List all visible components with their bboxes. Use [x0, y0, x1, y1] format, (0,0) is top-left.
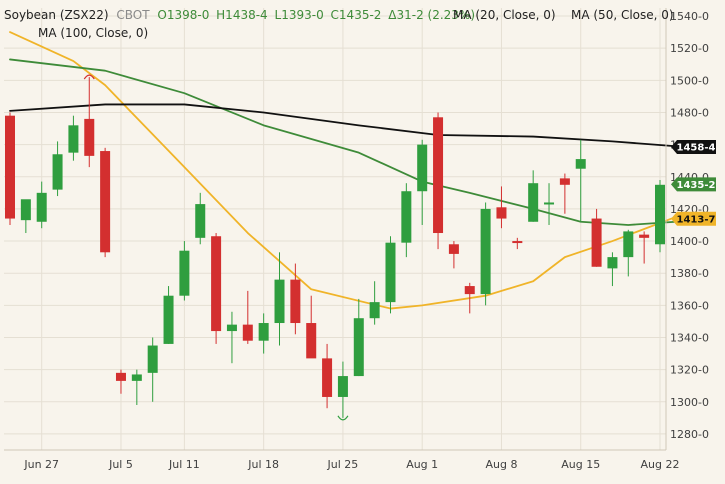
candle-body[interactable]	[195, 204, 206, 238]
y-tick-label: 1500-0	[670, 74, 709, 87]
x-tick-label: Jul 5	[108, 458, 133, 471]
price-tag-label: 1435-2	[677, 180, 716, 191]
candle-layer	[5, 77, 665, 418]
open-value: O1398-0	[157, 8, 209, 22]
candle-body[interactable]	[52, 154, 63, 190]
candle-body[interactable]	[448, 244, 459, 254]
candle-body[interactable]	[385, 242, 396, 303]
y-tick-label: 1300-0	[670, 396, 709, 409]
candle-body[interactable]	[306, 323, 317, 359]
candle-body[interactable]	[417, 144, 428, 192]
candle-body[interactable]	[163, 295, 174, 344]
candle-body[interactable]	[5, 115, 15, 219]
candle-body[interactable]	[623, 231, 634, 258]
x-tick-label: Aug 15	[561, 458, 600, 471]
x-tick-label: Aug 22	[641, 458, 680, 471]
candle-body[interactable]	[131, 374, 142, 381]
symbol-label: Soybean (ZSX22)	[4, 8, 109, 22]
ma20-label: MA (20, Close, 0)	[453, 8, 556, 22]
candle-body[interactable]	[322, 358, 333, 397]
x-tick-label: Jul 25	[327, 458, 359, 471]
chart-header: Soybean (ZSX22) CBOT O1398-0 H1438-4 L13…	[4, 8, 674, 40]
low-marker	[337, 415, 349, 421]
candle-body[interactable]	[528, 183, 539, 222]
y-tick-label: 1360-0	[670, 299, 709, 312]
candle-body[interactable]	[575, 159, 586, 169]
close-value: C1435-2	[331, 8, 382, 22]
candle-body[interactable]	[337, 376, 348, 397]
candle-body[interactable]	[226, 324, 237, 332]
candle-body[interactable]	[68, 125, 79, 153]
candle-body[interactable]	[591, 218, 602, 267]
candle-body[interactable]	[258, 323, 269, 341]
price-tag: 1435-2	[671, 177, 716, 192]
exchange-label: CBOT	[116, 8, 150, 22]
y-tick-label: 1520-0	[670, 42, 709, 55]
candle-body[interactable]	[100, 151, 111, 253]
x-tick-label: Jun 27	[23, 458, 59, 471]
price-tag-shape	[671, 211, 716, 226]
candle-body[interactable]	[20, 199, 31, 221]
candle-body[interactable]	[179, 250, 190, 296]
price-tag-label: 1413-7	[677, 214, 716, 225]
x-tick-label: Jul 11	[168, 458, 200, 471]
price-tag-layer: 1458-4 1435-2 1413-7	[671, 140, 716, 226]
candle-body[interactable]	[36, 192, 47, 222]
y-tick-label: 1540-0	[670, 10, 709, 23]
x-tick-label: Jul 18	[247, 458, 279, 471]
candle-body[interactable]	[607, 257, 618, 269]
change-value: Δ31-2 (2.23%)	[388, 8, 475, 22]
low-value: L1393-0	[275, 8, 324, 22]
candle-body[interactable]	[211, 236, 222, 332]
candle-body[interactable]	[115, 372, 126, 381]
candle-body[interactable]	[147, 345, 158, 373]
candle-body[interactable]	[353, 318, 364, 377]
marker-layer	[83, 74, 349, 421]
candle-body[interactable]	[512, 241, 523, 244]
candle-body[interactable]	[639, 234, 650, 238]
y-tick-label: 1400-0	[670, 235, 709, 248]
candle-body[interactable]	[544, 202, 555, 205]
candle-body[interactable]	[242, 324, 253, 341]
svg-text:Soybean (ZSX22) CBOT: Soybean (ZSX22) CBOT O1398-0 H1438-4 L13…	[4, 8, 475, 22]
y-tick-label: 1280-0	[670, 428, 709, 441]
candle-body[interactable]	[84, 118, 95, 156]
grid-layer	[4, 8, 666, 450]
candle-body[interactable]	[401, 191, 412, 243]
y-tick-label: 1380-0	[670, 267, 709, 280]
candle-body[interactable]	[369, 302, 380, 319]
x-tick-label: Aug 8	[485, 458, 517, 471]
price-tag: 1458-4	[671, 140, 716, 155]
y-tick-label: 1340-0	[670, 331, 709, 344]
high-value: H1438-4	[216, 8, 268, 22]
price-tag: 1413-7	[671, 211, 716, 226]
price-tag-shape	[671, 177, 716, 192]
candle-body[interactable]	[480, 208, 491, 295]
y-tick-label: 1480-0	[670, 106, 709, 119]
price-tag-shape	[671, 140, 716, 155]
candle-body[interactable]	[655, 184, 665, 245]
candle-body[interactable]	[496, 207, 507, 219]
moving-average-line	[9, 103, 677, 148]
candle-body[interactable]	[290, 279, 301, 324]
candle-body[interactable]	[433, 117, 444, 234]
high-marker	[83, 74, 95, 80]
y-tick-label: 1320-0	[670, 364, 709, 377]
price-tag-label: 1458-4	[677, 143, 716, 154]
ma50-label: MA (50, Close, 0)	[571, 8, 674, 22]
ma100-label: MA (100, Close, 0)	[38, 26, 148, 40]
candle-body[interactable]	[274, 279, 285, 324]
candle-body[interactable]	[559, 178, 570, 185]
x-tick-label: Aug 1	[406, 458, 438, 471]
candle-body[interactable]	[464, 286, 475, 295]
